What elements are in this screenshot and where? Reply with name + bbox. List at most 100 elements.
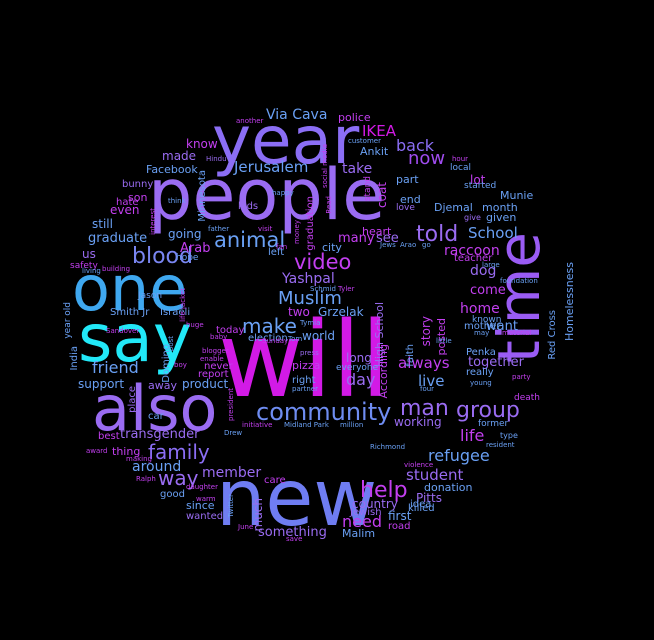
word-Via_Cava: Via Cava bbox=[266, 107, 328, 123]
word-million: million bbox=[340, 421, 364, 429]
word-never: never bbox=[204, 361, 233, 372]
word-world: world bbox=[302, 329, 336, 343]
word-Read: Read bbox=[325, 196, 333, 214]
word-see: see bbox=[376, 231, 399, 246]
word-customer: customer bbox=[348, 137, 381, 145]
word-young: young bbox=[470, 379, 492, 387]
word-two: two bbox=[288, 305, 310, 319]
word-huge: huge bbox=[186, 321, 204, 329]
word-year: year bbox=[212, 102, 360, 179]
word-away: away bbox=[148, 379, 177, 392]
word-save: save bbox=[286, 535, 303, 543]
word-party: party bbox=[512, 373, 531, 381]
word-Jerusalem: Jerusalem bbox=[234, 158, 309, 176]
word-best: best bbox=[98, 431, 120, 442]
word-social_media: social media bbox=[321, 144, 329, 188]
word-foundation: foundation bbox=[500, 277, 538, 285]
word-award: award bbox=[86, 447, 108, 455]
word-Tymia: Tymia bbox=[300, 319, 321, 327]
word-little: little bbox=[436, 337, 452, 345]
word-According: According bbox=[377, 344, 390, 399]
word-since: since bbox=[186, 499, 215, 512]
word-Jason: Jason bbox=[138, 291, 163, 301]
word-Yashpal: Yashpal bbox=[282, 271, 335, 287]
word-member: member bbox=[202, 465, 262, 481]
word-teacher: teacher bbox=[454, 253, 493, 264]
word-thing: thing bbox=[112, 445, 141, 458]
word-Smith_Jr: Smith Jr bbox=[110, 307, 150, 318]
word-us: us bbox=[82, 247, 96, 261]
word-something: something bbox=[258, 525, 327, 540]
word-going: going bbox=[168, 227, 202, 241]
word-report: report bbox=[198, 369, 229, 380]
word-pizza: pizza bbox=[292, 359, 321, 372]
word-known: known bbox=[472, 315, 502, 325]
word-say: say bbox=[78, 300, 192, 377]
word-country: country bbox=[352, 497, 398, 511]
word-video: video bbox=[294, 250, 352, 274]
word-much: much bbox=[251, 498, 265, 532]
word-graduation: graduation bbox=[305, 196, 316, 251]
word-group: group bbox=[456, 398, 520, 423]
word-June: June bbox=[238, 523, 254, 531]
word-wanted: wanted bbox=[186, 511, 224, 522]
word-blood: blood bbox=[132, 244, 193, 269]
word-Muslim: Muslim bbox=[278, 288, 342, 309]
word-Red_Cross: Red Cross bbox=[547, 310, 558, 360]
word-large: large bbox=[482, 261, 500, 269]
word-hour: hour bbox=[452, 155, 469, 163]
word-end: end bbox=[400, 193, 421, 206]
word-home: home bbox=[460, 301, 500, 317]
word-people: people bbox=[148, 154, 386, 236]
word-coat: coat bbox=[375, 182, 389, 208]
word-Ralph: Ralph bbox=[136, 475, 156, 483]
word-IKEA: IKEA bbox=[362, 122, 396, 140]
word-Ankit: Ankit bbox=[360, 145, 389, 158]
word-faith: faith bbox=[405, 344, 416, 367]
word-place: place bbox=[127, 386, 138, 413]
word-road: road bbox=[388, 521, 411, 532]
word-Israeli: Israeli bbox=[160, 307, 191, 318]
word-city: city bbox=[322, 241, 342, 254]
word-Facebook: Facebook bbox=[146, 163, 198, 176]
word-safety: safety bbox=[70, 261, 98, 271]
word-partner: partner bbox=[292, 385, 318, 393]
word-interest: interest bbox=[149, 208, 157, 235]
word-may: may bbox=[474, 329, 490, 337]
word-will: will bbox=[218, 299, 390, 421]
word-Djemal: Djemal bbox=[434, 201, 473, 214]
word-police: police bbox=[338, 111, 371, 124]
word-want: want bbox=[486, 319, 518, 334]
word-local: local bbox=[450, 163, 471, 173]
word-month: month bbox=[482, 201, 518, 214]
word-together: together bbox=[468, 355, 524, 370]
word-father: father bbox=[208, 225, 230, 233]
word-Schmid: Schmid bbox=[310, 285, 336, 293]
word-blogger: blogger bbox=[202, 347, 229, 355]
word-everyone: everyone bbox=[336, 363, 379, 373]
word-give: give bbox=[464, 213, 481, 222]
word-refugee: refugee bbox=[428, 446, 490, 465]
word-family: family bbox=[148, 440, 210, 464]
word-Midland_Park: Midland Park bbox=[284, 421, 329, 429]
word-former: former bbox=[478, 419, 509, 429]
word-India: India bbox=[69, 346, 80, 371]
word-lot: lot bbox=[470, 173, 486, 187]
word-way: way bbox=[158, 466, 199, 490]
word-election: election bbox=[248, 333, 288, 344]
word-hope: hope bbox=[176, 253, 199, 263]
word-stand: stand bbox=[363, 176, 373, 202]
word-one: one bbox=[72, 252, 188, 325]
word-building: building bbox=[102, 265, 131, 273]
word-president: president bbox=[227, 388, 235, 421]
word-Homelessness: Homelessness bbox=[563, 262, 576, 341]
word-enable: enable bbox=[200, 355, 224, 363]
word-know: know bbox=[186, 137, 218, 151]
word-made: made bbox=[162, 149, 197, 163]
word-always: always bbox=[398, 354, 450, 372]
word-initiative: initiative bbox=[242, 421, 273, 429]
word-part: part bbox=[396, 173, 419, 186]
word-resident: resident bbox=[486, 441, 515, 449]
word-Twitter: Twitter bbox=[227, 494, 235, 518]
word-making: making bbox=[126, 455, 152, 463]
